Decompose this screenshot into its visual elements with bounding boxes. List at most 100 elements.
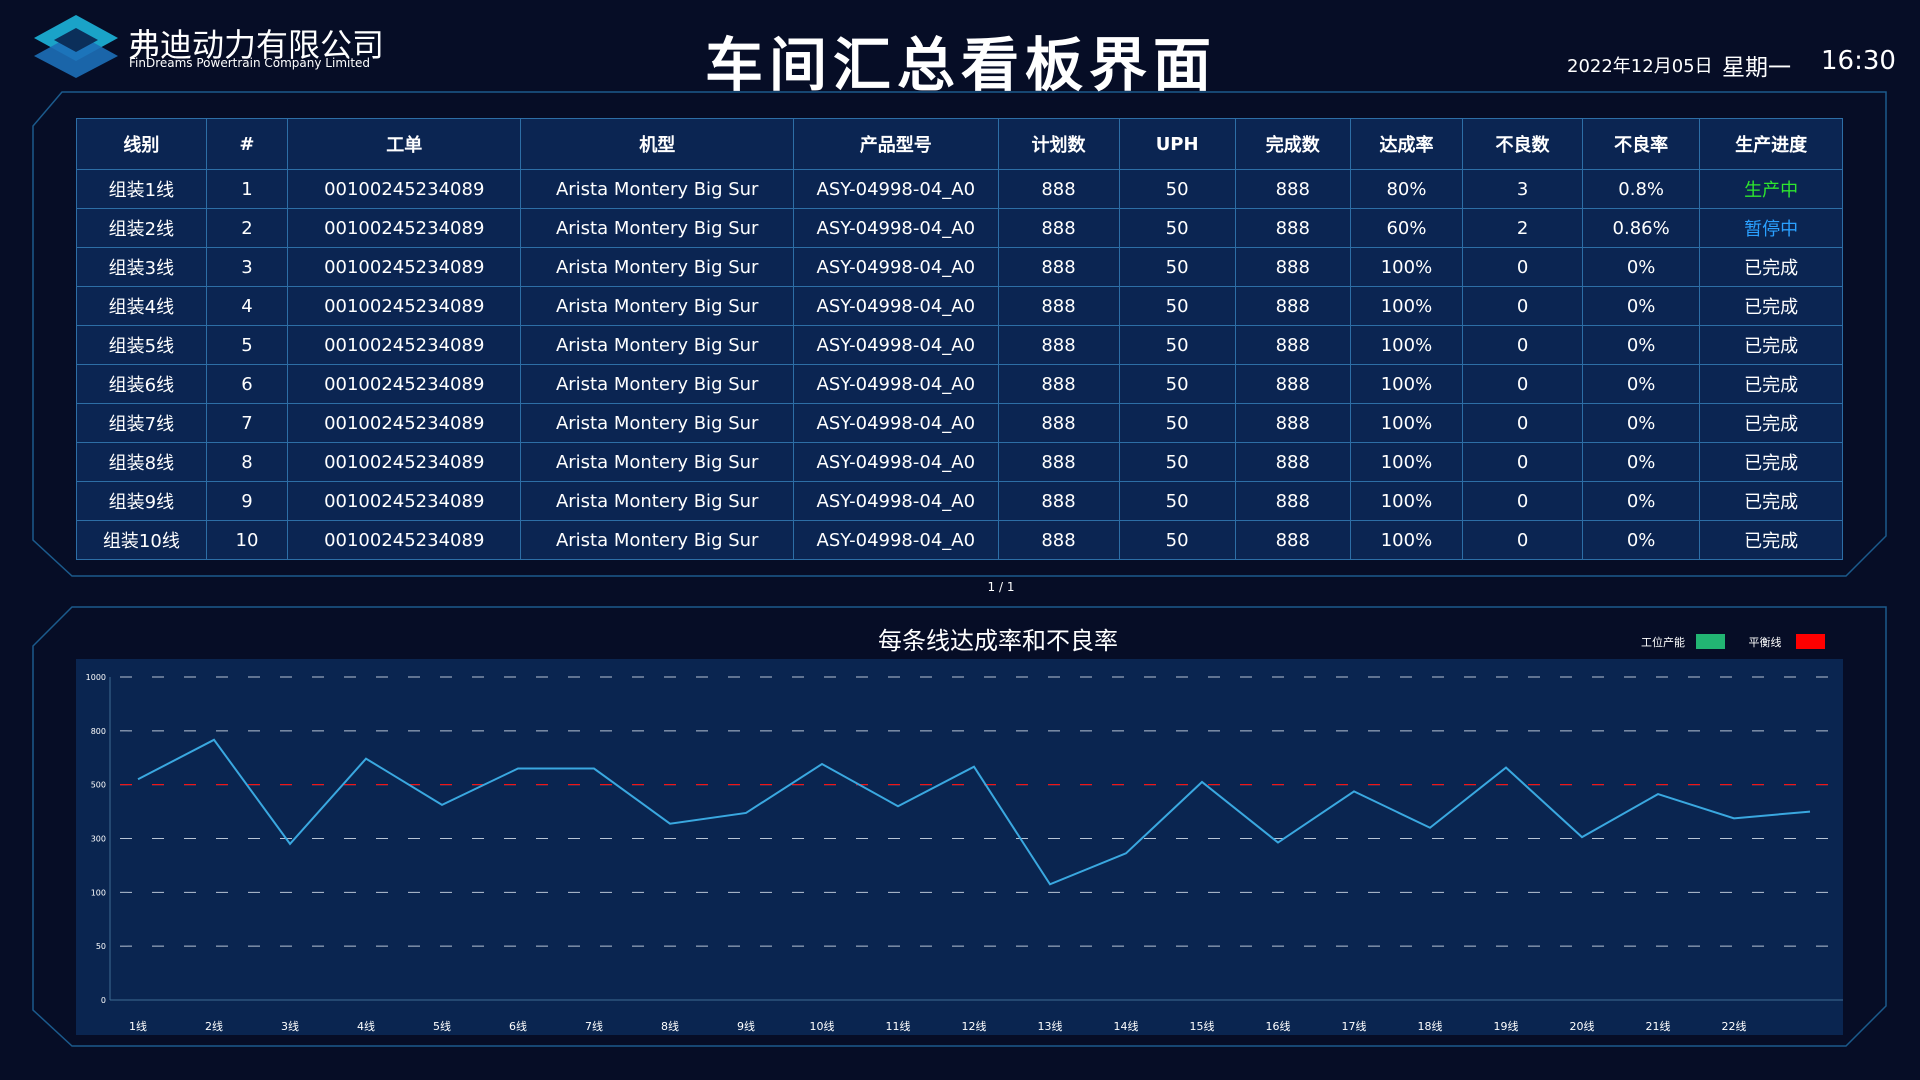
table-cell: 组装4线 (76, 286, 207, 326)
table-cell: 已完成 (1699, 520, 1843, 560)
legend-swatch (1696, 634, 1725, 649)
x-tick-label: 8线 (661, 1019, 679, 1033)
table-cell: ASY-04998-04_A0 (793, 286, 999, 326)
table-cell: 生产中 (1699, 169, 1843, 209)
x-tick-label: 20线 (1570, 1019, 1595, 1033)
table-cell: 组装6线 (76, 364, 207, 404)
table-cell: ASY-04998-04_A0 (793, 325, 999, 365)
table-cell: 3 (1462, 169, 1583, 209)
table-cell: 已完成 (1699, 325, 1843, 365)
column-header: # (205, 118, 289, 170)
table-cell: ASY-04998-04_A0 (793, 364, 999, 404)
x-tick-label: 6线 (509, 1019, 527, 1033)
table-cell: 100% (1349, 481, 1464, 521)
table-cell: 888 (1234, 364, 1351, 404)
column-header: 产品型号 (793, 118, 999, 170)
table-cell: 00100245234089 (287, 403, 522, 443)
x-tick-label: 1线 (129, 1019, 147, 1033)
table-cell: 组装5线 (76, 325, 207, 365)
table-cell: 888 (1234, 481, 1351, 521)
column-header: 达成率 (1349, 118, 1464, 170)
table-cell: 已完成 (1699, 481, 1843, 521)
table-cell: ASY-04998-04_A0 (793, 247, 999, 287)
table-cell: Arista Montery Big Sur (520, 169, 795, 209)
table-cell: 888 (997, 364, 1120, 404)
table-cell: 0.8% (1581, 169, 1701, 209)
pagination[interactable]: 1 / 1 (987, 580, 1015, 594)
table-cell: ASY-04998-04_A0 (793, 403, 999, 443)
table-cell: 888 (1234, 169, 1351, 209)
x-tick-label: 18线 (1418, 1019, 1443, 1033)
table-cell: 0 (1462, 247, 1583, 287)
table-cell: 888 (997, 208, 1120, 248)
date: 2022年12月05日 (1567, 56, 1713, 77)
column-header: 线别 (76, 118, 207, 170)
table-cell: 00100245234089 (287, 247, 522, 287)
x-tick-label: 19线 (1494, 1019, 1519, 1033)
data-line (137, 738, 1811, 886)
table-cell: 888 (997, 481, 1120, 521)
y-tick-label: 100 (91, 888, 106, 897)
column-header: 计划数 (997, 118, 1120, 170)
table-row: 组装10线 10 00100245234089 Arista Montery Big … (76, 520, 1843, 560)
chart-frame (32, 606, 1887, 1047)
y-tick-label: 500 (91, 781, 106, 790)
table-row: 组装7线 7 00100245234089 Arista Montery Big Su… (76, 403, 1843, 443)
y-tick-label: 0 (101, 996, 106, 1005)
table-cell: 0 (1462, 286, 1583, 326)
table-cell: 已完成 (1699, 364, 1843, 404)
x-tick-label: 14线 (1114, 1019, 1139, 1033)
table-cell: 888 (1234, 247, 1351, 287)
table-cell: 50 (1118, 364, 1236, 404)
table-cell: 0 (1462, 442, 1583, 482)
table-cell: 100% (1349, 247, 1464, 287)
table-cell: 0 (1462, 403, 1583, 443)
table-cell: 已完成 (1699, 442, 1843, 482)
table-cell: 50 (1118, 403, 1236, 443)
table-cell: 50 (1118, 520, 1236, 560)
column-header: 不良数 (1462, 118, 1583, 170)
table-cell: Arista Montery Big Sur (520, 208, 795, 248)
table-cell: 50 (1118, 208, 1236, 248)
logo (34, 15, 118, 78)
table-cell: 00100245234089 (287, 208, 522, 248)
table-cell: Arista Montery Big Sur (520, 403, 795, 443)
table-cell: 0% (1581, 364, 1701, 404)
table-cell: 6 (205, 364, 289, 404)
table-cell: 00100245234089 (287, 442, 522, 482)
table-cell: 50 (1118, 442, 1236, 482)
legend-label: 工位产能 (1641, 635, 1685, 649)
table-cell: 100% (1349, 442, 1464, 482)
table-cell: 888 (997, 286, 1120, 326)
table-cell: 0% (1581, 481, 1701, 521)
table-cell: 888 (1234, 286, 1351, 326)
table-cell: 1 (205, 169, 289, 209)
x-tick-label: 9线 (737, 1019, 755, 1033)
table-cell: 0% (1581, 403, 1701, 443)
column-header: 机型 (520, 118, 795, 170)
table-cell: 3 (205, 247, 289, 287)
x-tick-label: 17线 (1342, 1019, 1367, 1033)
table-cell: 10 (205, 520, 289, 560)
column-header: 生产进度 (1699, 118, 1843, 170)
table-cell: Arista Montery Big Sur (520, 247, 795, 287)
table-cell: 0.86% (1581, 208, 1701, 248)
column-header: UPH (1118, 118, 1236, 170)
table-cell: 50 (1118, 247, 1236, 287)
y-tick-label: 50 (96, 942, 106, 951)
x-tick-label: 5线 (433, 1019, 451, 1033)
table-cell: 8 (205, 442, 289, 482)
table-cell: 已完成 (1699, 247, 1843, 287)
table-cell: 888 (997, 247, 1120, 287)
table-cell: 0% (1581, 520, 1701, 560)
chart-background (76, 659, 1843, 1035)
legend-label: 平衡线 (1749, 635, 1782, 649)
table-cell: 0 (1462, 364, 1583, 404)
x-tick-label: 16线 (1266, 1019, 1291, 1033)
table-cell: ASY-04998-04_A0 (793, 520, 999, 560)
table-cell: 0% (1581, 442, 1701, 482)
table-cell: 100% (1349, 286, 1464, 326)
table-cell: 2 (205, 208, 289, 248)
